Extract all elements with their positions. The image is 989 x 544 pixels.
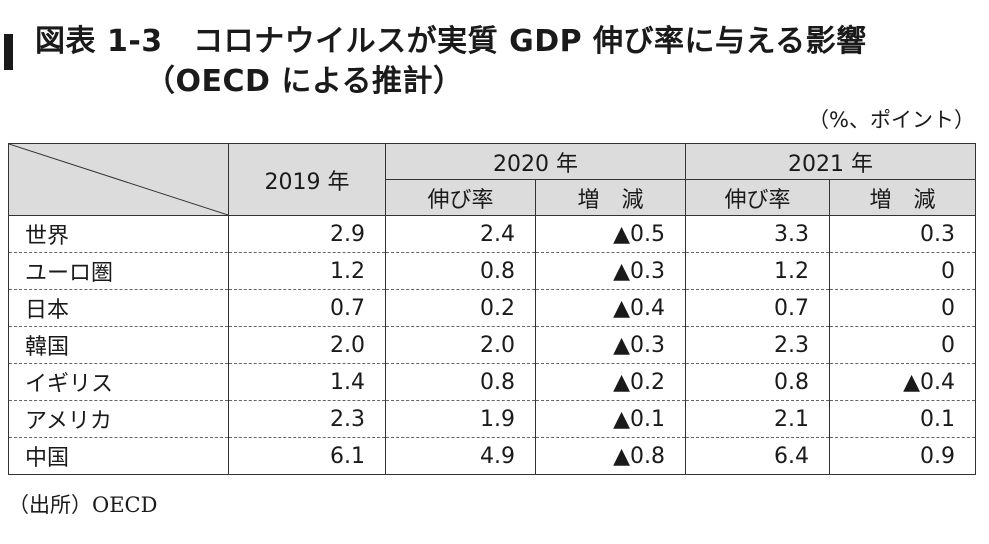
header-2021-change: 増 減 (829, 179, 977, 216)
header-row-years: 2019 年 2020 年 2021 年 (8, 143, 977, 216)
country-cell: アメリカ (8, 400, 229, 438)
value-2019-cell: 6.1 (228, 437, 386, 475)
unit-label: （%、ポイント） (808, 108, 975, 132)
header-2020-change: 増 減 (534, 179, 687, 216)
change-2020-cell: ▲0.1 (534, 400, 687, 438)
change-2021-cell: 0 (829, 326, 977, 364)
growth-2021-cell: 1.2 (685, 252, 831, 290)
change-2020-cell: ▲0.2 (534, 363, 687, 401)
growth-2021-cell: 3.3 (685, 215, 831, 253)
change-2020-cell: ▲0.3 (534, 252, 687, 290)
change-2021-cell: 0.9 (829, 437, 977, 475)
growth-2020-cell: 0.8 (385, 363, 536, 401)
change-2021-cell: ▲0.4 (829, 363, 977, 401)
country-cell: 中国 (8, 437, 229, 475)
table-row: 中国 6.1 4.9 ▲0.8 6.4 0.9 (8, 437, 977, 475)
table-row: アメリカ 2.3 1.9 ▲0.1 2.1 0.1 (8, 400, 977, 438)
table-row: 韓国 2.0 2.0 ▲0.3 2.3 0 (8, 326, 977, 364)
diagonal-line (9, 144, 228, 215)
change-2021-cell: 0.3 (829, 215, 977, 253)
header-2020-growth: 伸び率 (385, 179, 536, 216)
header-2021-growth: 伸び率 (685, 179, 831, 216)
country-cell: イギリス (8, 363, 229, 401)
figure-title-line1: 図表 1-3 コロナウイルスが実質 GDP 伸び率に与える影響 (35, 24, 867, 59)
change-2021-cell: 0 (829, 289, 977, 327)
growth-2020-cell: 4.9 (385, 437, 536, 475)
growth-2020-cell: 0.8 (385, 252, 536, 290)
country-cell: 世界 (8, 215, 229, 253)
country-cell: ユーロ圏 (8, 252, 229, 290)
country-cell: 韓国 (8, 326, 229, 364)
figure-title-line2: （OECD による推計） (145, 64, 464, 99)
table-row: ユーロ圏 1.2 0.8 ▲0.3 1.2 0 (8, 252, 977, 290)
value-2019-cell: 2.3 (228, 400, 386, 438)
growth-2020-cell: 1.9 (385, 400, 536, 438)
table-row: イギリス 1.4 0.8 ▲0.2 0.8 ▲0.4 (8, 363, 977, 401)
change-2020-cell: ▲0.5 (534, 215, 687, 253)
header-2019: 2019 年 (228, 143, 386, 216)
header-corner-cell (8, 143, 229, 216)
source-note: （出所）OECD (8, 493, 158, 517)
header-2020: 2020 年 (384, 143, 687, 180)
growth-2021-cell: 2.3 (685, 326, 831, 364)
change-2021-cell: 0 (829, 252, 977, 290)
change-2020-cell: ▲0.4 (534, 289, 687, 327)
growth-2021-cell: 0.7 (685, 289, 831, 327)
growth-2021-cell: 6.4 (685, 437, 831, 475)
value-2019-cell: 0.7 (228, 289, 386, 327)
table-row: 世界 2.9 2.4 ▲0.5 3.3 0.3 (8, 215, 977, 253)
country-cell: 日本 (8, 289, 229, 327)
growth-2020-cell: 2.0 (385, 326, 536, 364)
value-2019-cell: 1.4 (228, 363, 386, 401)
figure-title: 図表 1-3 コロナウイルスが実質 GDP 伸び率に与える影響 （OECD によ… (35, 22, 867, 102)
growth-2020-cell: 0.2 (385, 289, 536, 327)
header-2021: 2021 年 (685, 143, 977, 180)
value-2019-cell: 1.2 (228, 252, 386, 290)
table-row: 日本 0.7 0.2 ▲0.4 0.7 0 (8, 289, 977, 327)
header-row-metrics: 伸び率 増 減 伸び率 増 減 (9, 179, 977, 216)
growth-2021-cell: 0.8 (685, 363, 831, 401)
value-2019-cell: 2.0 (228, 326, 386, 364)
value-2019-cell: 2.9 (228, 215, 386, 253)
change-2020-cell: ▲0.8 (534, 437, 687, 475)
change-2021-cell: 0.1 (829, 400, 977, 438)
change-2020-cell: ▲0.3 (534, 326, 687, 364)
title-accent-bar (4, 34, 13, 70)
gdp-impact-table: 2019 年 2020 年 2021 年 伸び率 増 減 伸び率 増 減 世界 … (8, 143, 977, 475)
growth-2020-cell: 2.4 (385, 215, 536, 253)
growth-2021-cell: 2.1 (685, 400, 831, 438)
